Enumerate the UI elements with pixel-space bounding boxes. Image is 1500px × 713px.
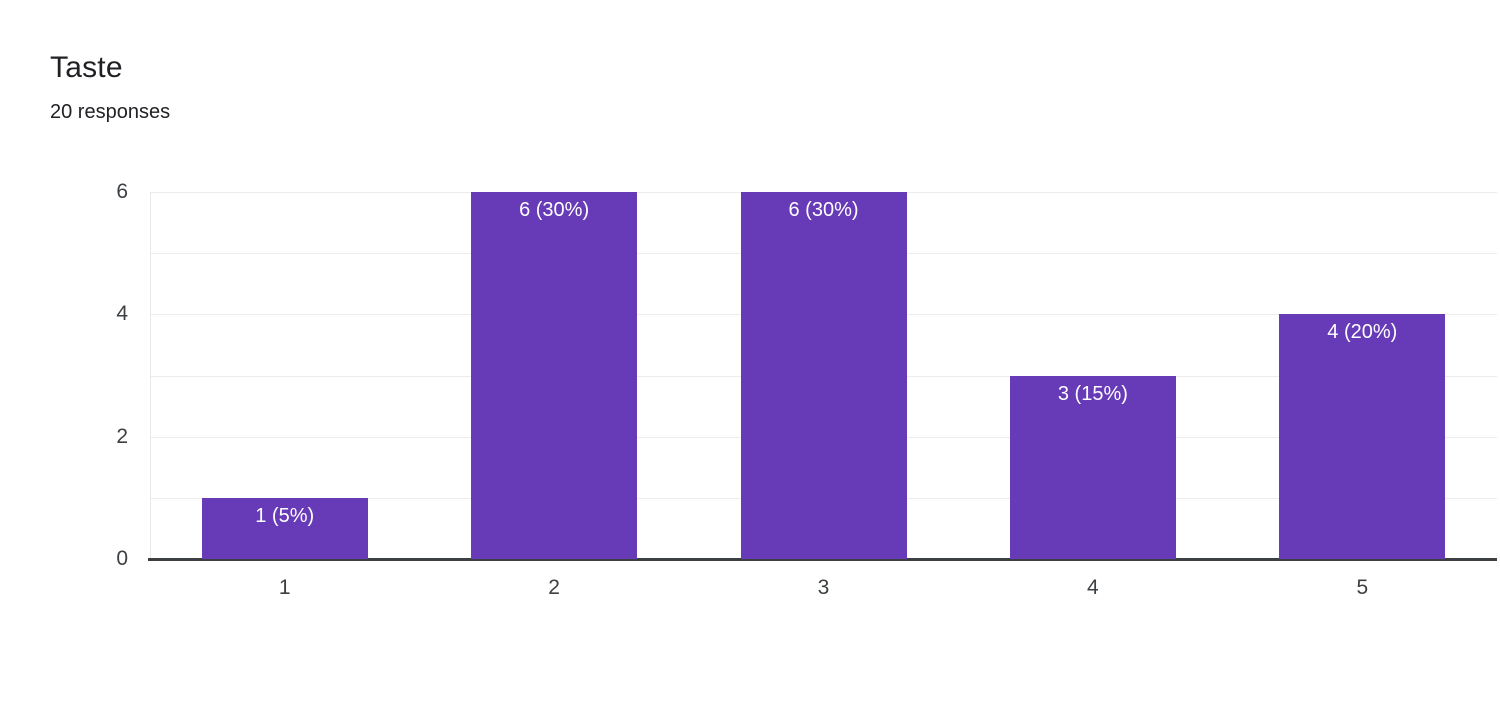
x-axis-tick-label: 3 bbox=[817, 576, 830, 599]
bar-value-label: 3 (15%) bbox=[1057, 382, 1128, 405]
bar[interactable]: 6 (30%) bbox=[740, 192, 907, 559]
y-axis-tick-label: 2 bbox=[116, 424, 128, 448]
x-axis-tick-label: 4 bbox=[1087, 576, 1099, 599]
question-title: Taste bbox=[50, 51, 123, 84]
x-axis-line bbox=[148, 558, 1497, 561]
y-axis-tick-label: 0 bbox=[116, 547, 128, 570]
bar[interactable]: 4 (20%) bbox=[1279, 314, 1446, 559]
bar-value-label: 6 (30%) bbox=[519, 199, 590, 221]
bar[interactable]: 3 (15%) bbox=[1009, 375, 1176, 559]
bar[interactable]: 1 (5%) bbox=[201, 497, 368, 559]
y-axis-tick-label: 6 bbox=[116, 180, 128, 203]
bar[interactable]: 6 (30%) bbox=[471, 192, 638, 559]
x-axis-tick-label: 2 bbox=[548, 576, 560, 599]
x-axis-tick-label: 5 bbox=[1356, 576, 1369, 599]
responses-count: 20 responses bbox=[50, 101, 171, 123]
bar-value-label: 4 (20%) bbox=[1327, 321, 1398, 344]
bar-value-label: 1 (5%) bbox=[255, 504, 315, 527]
y-axis-tick-label: 4 bbox=[116, 302, 128, 326]
x-axis-tick-label: 1 bbox=[278, 576, 291, 599]
bar-value-label: 6 (30%) bbox=[788, 199, 859, 221]
